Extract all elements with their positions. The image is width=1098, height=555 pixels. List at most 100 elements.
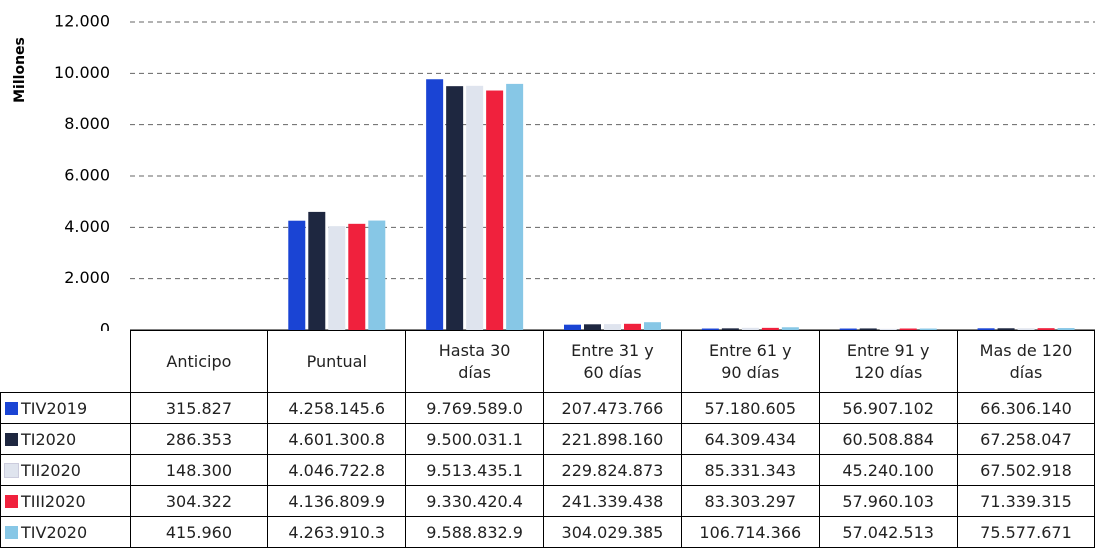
value-cell: 4.263.910.3 [267,516,407,548]
value-cell: 57.960.103 [818,485,958,517]
bar [741,327,759,330]
x-tick-label: Anticipo [166,351,232,371]
legend-swatch [5,432,18,446]
legend-label: TII2020 [21,460,81,480]
value-cell: 221.898.160 [543,423,682,455]
y-tick-label: 6.000 [64,166,110,185]
bar [348,223,366,330]
legend-cell: TI2020 [0,423,131,455]
bar [584,324,601,330]
legend-swatch [5,401,18,415]
value-cell: 45.240.100 [818,454,958,486]
x-tick-label: Entre 31 y 60 días [571,340,654,382]
legend-swatch [5,494,18,508]
bar [564,324,581,330]
bar [368,220,386,330]
value-cell: 315.827 [129,392,269,424]
bar [1017,328,1035,330]
value-cell: 4.136.809.9 [267,485,407,517]
y-tick-label: 8.000 [64,114,110,133]
value-cell: 83.303.297 [680,485,820,517]
bar [997,328,1015,330]
value-cell: 64.309.434 [680,423,820,455]
value-cell: 85.331.343 [680,454,820,486]
series-row: TI2020 286.353 4.601.300.8 9.500.031.1 221.8… [0,423,1096,455]
value-cell: 57.042.513 [818,516,958,548]
value-cell: 66.306.140 [956,392,1096,424]
y-tick-label: 4.000 [64,217,110,236]
x-tick-label: Hasta 30 días [438,340,511,382]
value-cell: 75.577.671 [956,516,1096,548]
bar [1037,328,1055,330]
value-cell: 207.473.766 [543,392,682,424]
value-cell: 57.180.605 [680,392,820,424]
bar [899,328,917,330]
bar [624,323,641,330]
category-cell: Hasta 30 días [405,330,545,393]
value-cell: 286.353 [129,423,269,455]
value-cell: 9.513.435.1 [405,454,545,486]
category-cell: Entre 31 y 60 días [543,330,682,393]
y-axis-label: Millones [12,37,28,103]
header-row: Anticipo Puntual Hasta 30 días Entre 31 y 6… [1,330,1096,393]
bar [644,322,661,330]
y-tick-label: 10.000 [54,63,110,82]
value-cell: 4.601.300.8 [267,423,407,455]
bar [426,79,444,330]
value-cell: 60.508.884 [818,423,958,455]
bar [761,327,779,330]
bar [328,226,346,330]
legend-label: TI2020 [21,429,77,449]
value-cell: 148.300 [129,454,269,486]
x-tick-label: Mas de 120 días [979,340,1073,382]
legend-swatch [5,525,18,539]
legend-cell: TIII2020 [0,485,131,517]
legend-cell: TIV2019 [0,392,131,424]
value-cell: 4.046.722.8 [267,454,407,486]
value-cell: 9.330.420.4 [405,485,545,517]
y-tick-label: 0 [100,320,110,332]
bar [1057,328,1075,330]
bar [466,85,484,330]
bar [919,328,937,330]
value-cell: 229.824.873 [543,454,682,486]
value-cell: 106.714.366 [680,516,820,548]
category-cell: Puntual [267,330,407,393]
value-cell: 304.322 [129,485,269,517]
value-cell: 4.258.145.6 [267,392,407,424]
bar [977,328,995,330]
series-row: TIV2019 315.827 4.258.145.6 9.769.589.0 207.… [0,392,1096,424]
legend-cell: TII2020 [0,454,131,486]
corner [1,331,131,393]
bar [839,328,857,330]
value-cell: 9.500.031.1 [405,423,545,455]
legend-label: TIII2020 [21,491,86,511]
legend-cell: TIV2020 [0,516,131,548]
value-cell: 67.258.047 [956,423,1096,455]
value-cell: 304.029.385 [543,516,682,548]
value-cell: 67.502.918 [956,454,1096,486]
legend-label: TIV2020 [21,522,88,542]
value-cell: 71.339.315 [956,485,1096,517]
x-tick-label: Puntual [306,351,367,371]
bar [879,328,897,330]
y-tick-label: 2.000 [64,268,110,287]
category-cell: Entre 61 y 90 días [680,330,820,393]
legend-label: TIV2019 [21,398,88,418]
data-table: Anticipo Puntual Hasta 30 días Entre 31 y 6… [0,330,1096,548]
x-tick-label: Entre 91 y 120 días [846,340,930,382]
value-cell: 9.769.589.0 [405,392,545,424]
bar [288,220,306,330]
y-tick-label: 12.000 [54,12,110,31]
bar [721,328,739,330]
series-row: TIII2020 304.322 4.136.809.9 9.330.420.4 241… [0,485,1096,517]
bar [781,327,799,330]
category-cell: Entre 91 y 120 días [818,330,958,393]
bar [506,83,524,330]
bar [486,90,504,330]
legend-swatch [4,462,19,478]
bar [308,211,326,330]
value-cell: 415.960 [129,516,269,548]
bar [701,328,719,330]
